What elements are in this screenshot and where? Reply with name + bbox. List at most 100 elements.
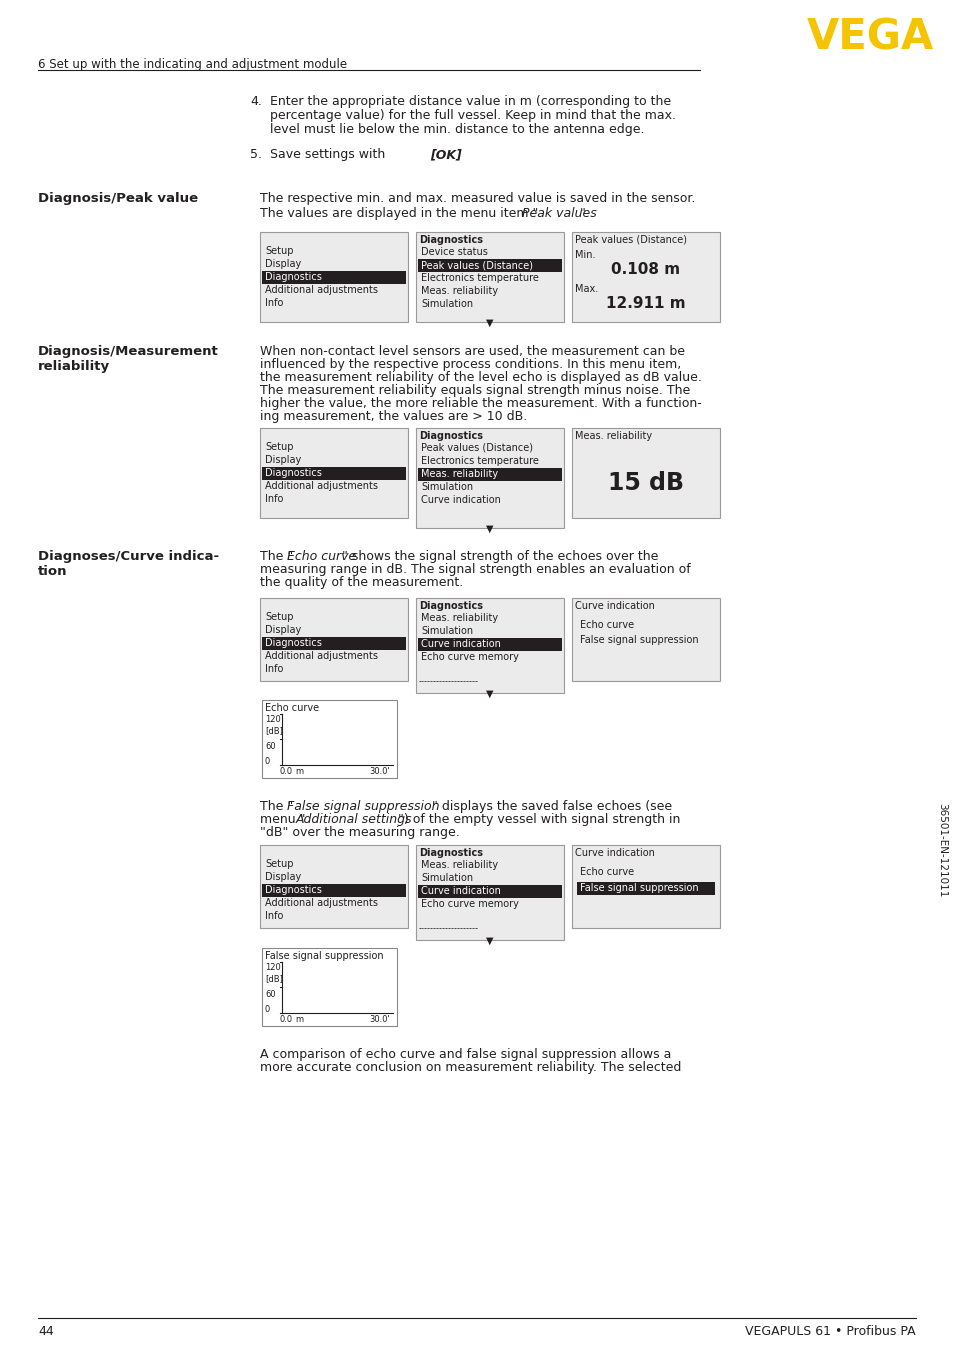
Text: Setup: Setup (265, 441, 294, 452)
Text: --------------------: -------------------- (418, 923, 478, 933)
Text: Info: Info (265, 663, 283, 674)
Bar (262, 636, 406, 650)
Text: influenced by the respective process conditions. In this menu item,: influenced by the respective process con… (260, 357, 680, 371)
Text: Info: Info (265, 494, 283, 504)
Bar (260, 845, 408, 927)
Text: 6 Set up with the indicating and adjustment module: 6 Set up with the indicating and adjustm… (38, 58, 347, 70)
Text: Curve indication: Curve indication (420, 886, 500, 896)
Text: Max.: Max. (575, 284, 598, 294)
Bar (572, 845, 720, 927)
Text: A comparison of echo curve and false signal suppression allows a: A comparison of echo curve and false sig… (260, 1048, 671, 1062)
Text: 30.0': 30.0' (369, 1016, 390, 1024)
Text: Meas. reliability: Meas. reliability (575, 431, 652, 441)
Text: level must lie below the min. distance to the antenna edge.: level must lie below the min. distance t… (270, 123, 644, 135)
Text: 60: 60 (265, 990, 275, 999)
Text: Peak values (Distance): Peak values (Distance) (575, 236, 686, 245)
Text: Echo curve: Echo curve (265, 703, 319, 714)
Text: ▼: ▼ (486, 689, 494, 699)
Text: Display: Display (265, 259, 301, 269)
Text: ".: ". (579, 207, 589, 219)
Text: Meas. reliability: Meas. reliability (420, 286, 497, 297)
Text: 0.0: 0.0 (280, 766, 293, 776)
Text: ▼: ▼ (486, 318, 494, 328)
Bar (416, 598, 563, 693)
Text: "dB" over the measuring range.: "dB" over the measuring range. (260, 826, 459, 839)
Text: Device status: Device status (420, 246, 487, 257)
Text: tion: tion (38, 565, 68, 578)
Bar (262, 884, 406, 896)
Text: Simulation: Simulation (420, 873, 473, 883)
Bar (572, 428, 720, 519)
Text: 30.0': 30.0' (369, 766, 390, 776)
Bar (417, 638, 561, 651)
Text: percentage value) for the full vessel. Keep in mind that the max.: percentage value) for the full vessel. K… (270, 110, 676, 122)
Text: the measurement reliability of the level echo is displayed as dB value.: the measurement reliability of the level… (260, 371, 701, 385)
Text: Additional adjustments: Additional adjustments (265, 284, 377, 295)
Text: VEGA: VEGA (805, 18, 933, 60)
Bar (416, 428, 563, 528)
Text: Display: Display (265, 872, 301, 881)
Text: Electronics temperature: Electronics temperature (420, 456, 538, 466)
Text: Meas. reliability: Meas. reliability (420, 468, 497, 479)
Text: Echo curve memory: Echo curve memory (420, 653, 518, 662)
Text: Additional adjustments: Additional adjustments (265, 481, 377, 492)
Text: Simulation: Simulation (420, 299, 473, 309)
Text: The values are displayed in the menu item ": The values are displayed in the menu ite… (260, 207, 537, 219)
Text: The measurement reliability equals signal strength minus noise. The: The measurement reliability equals signa… (260, 385, 690, 397)
Text: Display: Display (265, 455, 301, 464)
Text: 120: 120 (265, 963, 280, 972)
Text: False signal suppression: False signal suppression (287, 800, 439, 812)
Text: [dB]: [dB] (265, 726, 283, 735)
Bar (572, 232, 720, 322)
Text: Diagnoses/Curve indica-: Diagnoses/Curve indica- (38, 550, 219, 563)
Text: Diagnostics: Diagnostics (265, 272, 321, 282)
Text: Diagnosis/Measurement: Diagnosis/Measurement (38, 345, 218, 357)
Text: m: m (294, 1016, 303, 1024)
Text: reliability: reliability (38, 360, 110, 372)
Bar (260, 428, 408, 519)
Text: Additional settings: Additional settings (295, 812, 412, 826)
Text: ing measurement, the values are > 10 dB.: ing measurement, the values are > 10 dB. (260, 410, 527, 422)
Text: The ": The " (260, 800, 293, 812)
Text: [OK]: [OK] (430, 148, 461, 161)
Bar (416, 845, 563, 940)
Text: Additional adjustments: Additional adjustments (265, 651, 377, 661)
Text: Diagnostics: Diagnostics (418, 601, 482, 611)
Text: Echo curve: Echo curve (579, 620, 634, 630)
Bar (260, 598, 408, 681)
Text: Save settings with: Save settings with (270, 148, 389, 161)
Bar (572, 598, 720, 681)
Text: 15 dB: 15 dB (607, 471, 683, 496)
Text: The ": The " (260, 550, 293, 563)
Text: m: m (294, 766, 303, 776)
Text: the quality of the measurement.: the quality of the measurement. (260, 575, 463, 589)
Text: Setup: Setup (265, 246, 294, 256)
Text: Simulation: Simulation (420, 626, 473, 636)
Text: Echo curve: Echo curve (579, 867, 634, 877)
Text: ") of the empty vessel with signal strength in: ") of the empty vessel with signal stren… (397, 812, 679, 826)
Text: 0: 0 (265, 757, 270, 766)
Text: Info: Info (265, 298, 283, 307)
Text: 0: 0 (265, 1005, 270, 1014)
Text: Diagnostics: Diagnostics (418, 431, 482, 441)
Text: [dB]: [dB] (265, 974, 283, 983)
Text: --------------------: -------------------- (418, 677, 478, 686)
Text: The respective min. and max. measured value is saved in the sensor.: The respective min. and max. measured va… (260, 192, 695, 204)
Text: Curve indication: Curve indication (420, 639, 500, 649)
Text: Diagnosis/Peak value: Diagnosis/Peak value (38, 192, 198, 204)
Bar (262, 271, 406, 284)
Bar (417, 886, 561, 898)
Text: " displays the saved false echoes (see: " displays the saved false echoes (see (432, 800, 672, 812)
Bar (417, 259, 561, 272)
Text: 0.108 m: 0.108 m (611, 263, 679, 278)
Text: 0.0: 0.0 (280, 1016, 293, 1024)
Text: Display: Display (265, 626, 301, 635)
Text: Diagnostics: Diagnostics (265, 638, 321, 649)
Text: Min.: Min. (575, 250, 595, 260)
Text: 44: 44 (38, 1326, 53, 1338)
Text: Peak values (Distance): Peak values (Distance) (420, 443, 533, 454)
Text: Echo curve: Echo curve (287, 550, 355, 563)
Bar (416, 232, 563, 322)
Text: 12.911 m: 12.911 m (605, 297, 685, 311)
Text: Curve indication: Curve indication (420, 496, 500, 505)
